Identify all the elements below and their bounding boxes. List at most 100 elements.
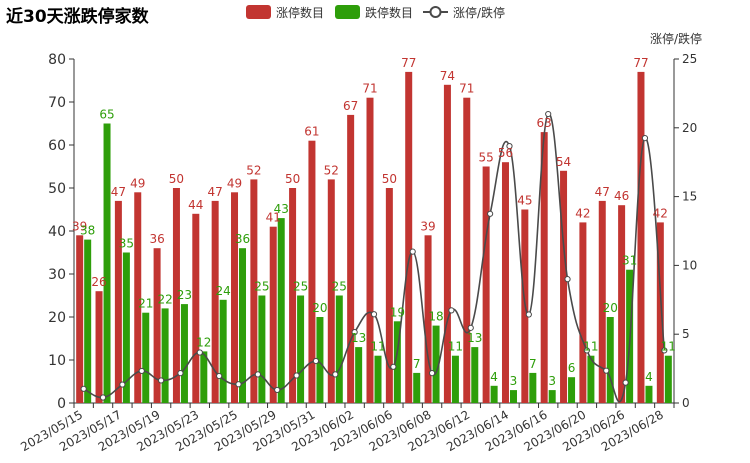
ratio-point	[254, 371, 261, 378]
data-label-limit-up: 77	[401, 56, 416, 70]
data-label-limit-down: 36	[235, 232, 250, 246]
data-label-limit-up: 41	[266, 211, 281, 225]
data-label-limit-up: 71	[362, 82, 377, 96]
data-label-limit-up: 47	[208, 185, 223, 199]
data-label-limit-up: 49	[227, 176, 242, 190]
data-label-limit-down: 31	[622, 254, 637, 268]
y-tick-label: 60	[48, 138, 66, 154]
legend-item: 涨停数目	[246, 5, 324, 20]
bar-limit-up	[501, 162, 509, 403]
ratio-point	[409, 248, 416, 255]
bar-limit-down	[122, 252, 130, 403]
bar-limit-up	[114, 200, 122, 403]
ratio-point	[177, 370, 184, 377]
bar-limit-down	[239, 248, 247, 403]
data-label-limit-up: 50	[169, 172, 184, 186]
legend: 涨停数目 跌停数目 涨停/跌停	[246, 5, 505, 20]
ratio-point	[138, 367, 145, 375]
ratio-point	[274, 386, 281, 394]
y2-tick-label: 10	[682, 258, 697, 272]
bar-limit-up	[385, 188, 393, 403]
bar-limit-up	[76, 235, 84, 403]
data-label-limit-up: 71	[459, 82, 474, 96]
bar-limit-down	[200, 351, 208, 403]
data-label-limit-down: 11	[583, 340, 598, 354]
ratio-point	[99, 394, 107, 401]
data-label-limit-up: 63	[537, 116, 552, 130]
data-label-limit-up: 55	[478, 151, 493, 165]
data-label-limit-down: 11	[370, 340, 385, 354]
data-label-limit-up: 42	[653, 206, 668, 220]
legend-swatch	[335, 5, 360, 19]
data-label-limit-up: 26	[91, 275, 106, 289]
bar-limit-down	[548, 390, 556, 403]
ratio-point	[80, 385, 87, 392]
ratio-point	[641, 135, 649, 142]
ratio-point	[235, 381, 242, 388]
bar-limit-up	[579, 222, 587, 403]
data-label-limit-down: 21	[138, 297, 153, 311]
data-labels: 3938266547354921362250234412472449365225…	[72, 56, 676, 388]
data-label-limit-up: 52	[324, 163, 339, 177]
bar-limit-down	[413, 372, 421, 403]
y-tick-label: 10	[48, 353, 66, 369]
y2-tick-label: 25	[682, 52, 697, 66]
ratio-point	[506, 143, 513, 150]
ratio-point	[428, 370, 436, 377]
bar-limit-down	[587, 355, 595, 403]
chart-title: 近30天涨跌停家数	[6, 7, 149, 27]
data-label-limit-up: 74	[440, 69, 455, 83]
bar-limit-up	[269, 226, 277, 403]
bar-limit-down	[103, 123, 111, 403]
y-tick-label: 0	[57, 396, 66, 412]
y2-tick-label: 20	[682, 121, 697, 135]
ratio-point	[564, 276, 571, 283]
data-label-limit-down: 4	[490, 370, 498, 384]
ratio-point	[351, 329, 358, 336]
data-label-limit-up: 42	[575, 206, 590, 220]
bar-limit-up	[656, 222, 664, 403]
data-label-limit-up: 47	[595, 185, 610, 199]
data-label-limit-up: 50	[382, 172, 397, 186]
bar-limit-down	[258, 295, 266, 403]
bar-limit-down	[355, 347, 363, 403]
legend-label: 涨停/跌停	[453, 5, 505, 20]
data-label-limit-down: 18	[428, 310, 443, 324]
bar-limit-down	[335, 295, 343, 403]
ratio-line-series	[80, 110, 668, 403]
data-label-limit-up: 47	[111, 185, 126, 199]
bar-limit-up	[637, 71, 645, 404]
bar-limit-down	[161, 308, 169, 403]
bar-limit-up	[327, 179, 335, 403]
bar-limit-up	[463, 97, 471, 403]
bar-limit-down	[568, 377, 576, 403]
ratio-point	[196, 349, 203, 356]
bar-limit-down	[277, 218, 285, 403]
data-label-limit-up: 50	[285, 172, 300, 186]
data-label-limit-up: 61	[304, 125, 319, 139]
data-label-limit-down: 3	[548, 374, 556, 388]
data-label-limit-up: 36	[149, 232, 164, 246]
bar-limit-down	[84, 239, 92, 403]
data-label-limit-up: 39	[72, 219, 87, 233]
data-label-limit-down: 6	[568, 361, 576, 375]
y2-tick-label: 15	[682, 190, 697, 204]
bar-limit-up	[250, 179, 258, 403]
data-label-limit-up: 39	[420, 219, 435, 233]
data-label-limit-down: 4	[645, 370, 653, 384]
ratio-point	[583, 347, 591, 354]
data-label-limit-down: 7	[413, 357, 421, 371]
data-label-limit-down: 35	[119, 237, 134, 251]
data-label-limit-down: 11	[661, 340, 676, 354]
bar-limit-down	[645, 385, 653, 403]
bar-limit-up	[424, 235, 432, 403]
bar-limit-up	[172, 188, 180, 403]
ratio-point	[119, 381, 126, 388]
bar-limit-down	[297, 295, 305, 403]
data-label-limit-down: 24	[216, 284, 231, 298]
bar-limit-up	[289, 188, 297, 403]
data-label-limit-down: 3	[510, 374, 518, 388]
data-label-limit-down: 25	[332, 280, 347, 294]
y-tick-label: 50	[48, 181, 66, 197]
ratio-point	[293, 372, 300, 379]
